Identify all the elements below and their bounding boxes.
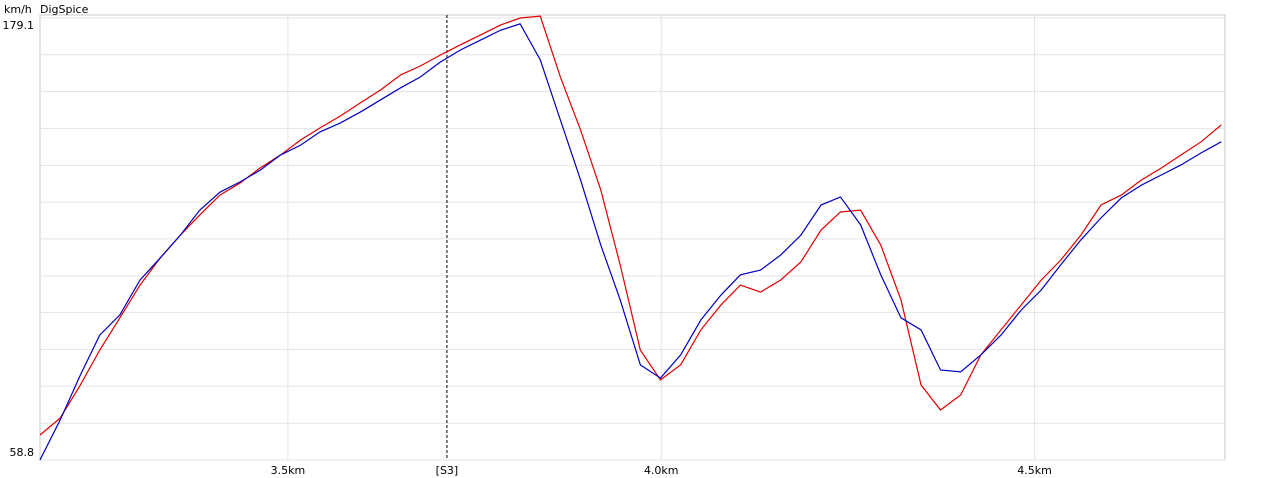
y-tick-label: 179.1 <box>3 19 35 32</box>
plot-frame <box>39 14 1226 461</box>
marker-label: [S3] <box>436 464 459 477</box>
y-axis-label: km/h <box>4 3 32 16</box>
y-tick-label: 58.8 <box>10 446 35 459</box>
chart-title: DigSpice <box>40 3 89 16</box>
x-tick-label: 4.5km <box>1017 464 1052 477</box>
x-tick-label: 4.0km <box>644 464 679 477</box>
series-line <box>39 15 1222 436</box>
x-tick-label: 3.5km <box>271 464 306 477</box>
series-line <box>39 23 1222 461</box>
